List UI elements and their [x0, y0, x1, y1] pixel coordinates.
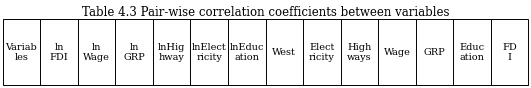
Text: Variab
les: Variab les [5, 43, 37, 62]
Text: GRP: GRP [424, 48, 446, 57]
Text: FD
I: FD I [502, 43, 517, 62]
Text: Wage: Wage [383, 48, 410, 57]
Text: ln
GRP: ln GRP [123, 43, 145, 62]
Bar [3, 19, 528, 85]
Text: ln
Wage: ln Wage [83, 43, 110, 62]
Text: Educ
ation: Educ ation [459, 43, 485, 62]
Text: ln
FDI: ln FDI [49, 43, 68, 62]
Text: lnHig
hway: lnHig hway [158, 43, 185, 62]
Text: lnElect
ricity: lnElect ricity [192, 43, 227, 62]
Text: lnEduc
ation: lnEduc ation [229, 43, 264, 62]
Text: Table 4.3 Pair-wise correlation coefficients between variables: Table 4.3 Pair-wise correlation coeffici… [82, 6, 449, 19]
Text: High
ways: High ways [347, 43, 372, 62]
Text: Elect
ricity: Elect ricity [309, 43, 335, 62]
Text: West: West [272, 48, 296, 57]
